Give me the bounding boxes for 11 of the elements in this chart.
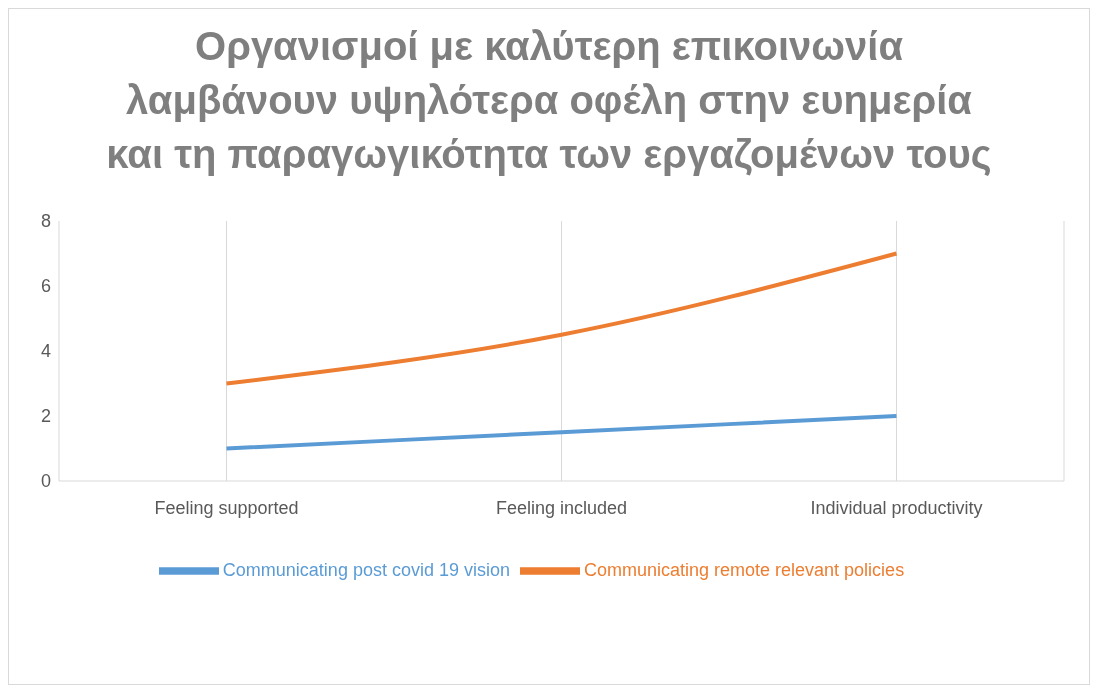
chart-title: Οργανισμοί με καλύτερη επικοινωνία λαμβάνουν υψηλότερα οφέλη στην ευημερία και τη παραγωγικότητα των εργαζομένων τους <box>105 23 993 178</box>
legend-label: Communicating post covid 19 vision <box>222 559 510 580</box>
y-tick-label: 6 <box>40 276 51 297</box>
x-tick-label: Feeling supported <box>154 497 299 518</box>
y-tick-label: 8 <box>40 211 51 232</box>
legend-label: Communicating remote relevant policies <box>583 559 905 580</box>
x-tick-label: Feeling included <box>495 497 628 518</box>
y-tick-label: 4 <box>40 341 51 362</box>
x-tick-label: Individual productivity <box>810 497 983 518</box>
y-tick-label: 2 <box>40 406 51 427</box>
y-tick-label: 0 <box>40 471 51 492</box>
